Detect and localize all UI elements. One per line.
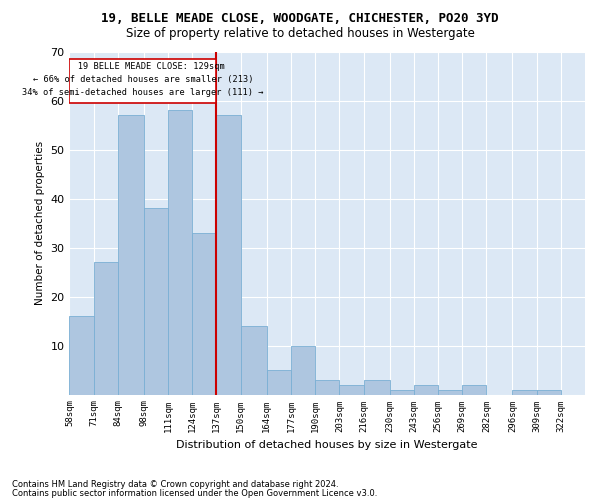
Bar — [70, 316, 94, 394]
Text: Contains public sector information licensed under the Open Government Licence v3: Contains public sector information licen… — [12, 489, 377, 498]
Bar — [414, 385, 438, 394]
Bar — [438, 390, 462, 394]
X-axis label: Distribution of detached houses by size in Westergate: Distribution of detached houses by size … — [176, 440, 478, 450]
Bar — [389, 390, 414, 394]
Y-axis label: Number of detached properties: Number of detached properties — [35, 141, 45, 305]
Bar — [118, 115, 144, 394]
Bar — [462, 385, 487, 394]
Bar — [217, 115, 241, 394]
Text: 19 BELLE MEADE CLOSE: 129sqm: 19 BELLE MEADE CLOSE: 129sqm — [62, 62, 224, 72]
Bar — [340, 385, 364, 394]
Text: Size of property relative to detached houses in Westergate: Size of property relative to detached ho… — [125, 28, 475, 40]
Bar — [241, 326, 267, 394]
Bar — [70, 59, 217, 103]
Bar — [291, 346, 315, 395]
Text: 19, BELLE MEADE CLOSE, WOODGATE, CHICHESTER, PO20 3YD: 19, BELLE MEADE CLOSE, WOODGATE, CHICHES… — [101, 12, 499, 26]
Text: ← 66% of detached houses are smaller (213): ← 66% of detached houses are smaller (21… — [33, 75, 253, 84]
Text: Contains HM Land Registry data © Crown copyright and database right 2024.: Contains HM Land Registry data © Crown c… — [12, 480, 338, 489]
Bar — [267, 370, 291, 394]
Bar — [94, 262, 118, 394]
Bar — [144, 208, 168, 394]
Bar — [192, 233, 217, 394]
Bar — [364, 380, 389, 394]
Bar — [315, 380, 340, 394]
Bar — [536, 390, 561, 394]
Bar — [512, 390, 536, 394]
Text: 34% of semi-detached houses are larger (111) →: 34% of semi-detached houses are larger (… — [22, 88, 264, 98]
Bar — [168, 110, 192, 395]
